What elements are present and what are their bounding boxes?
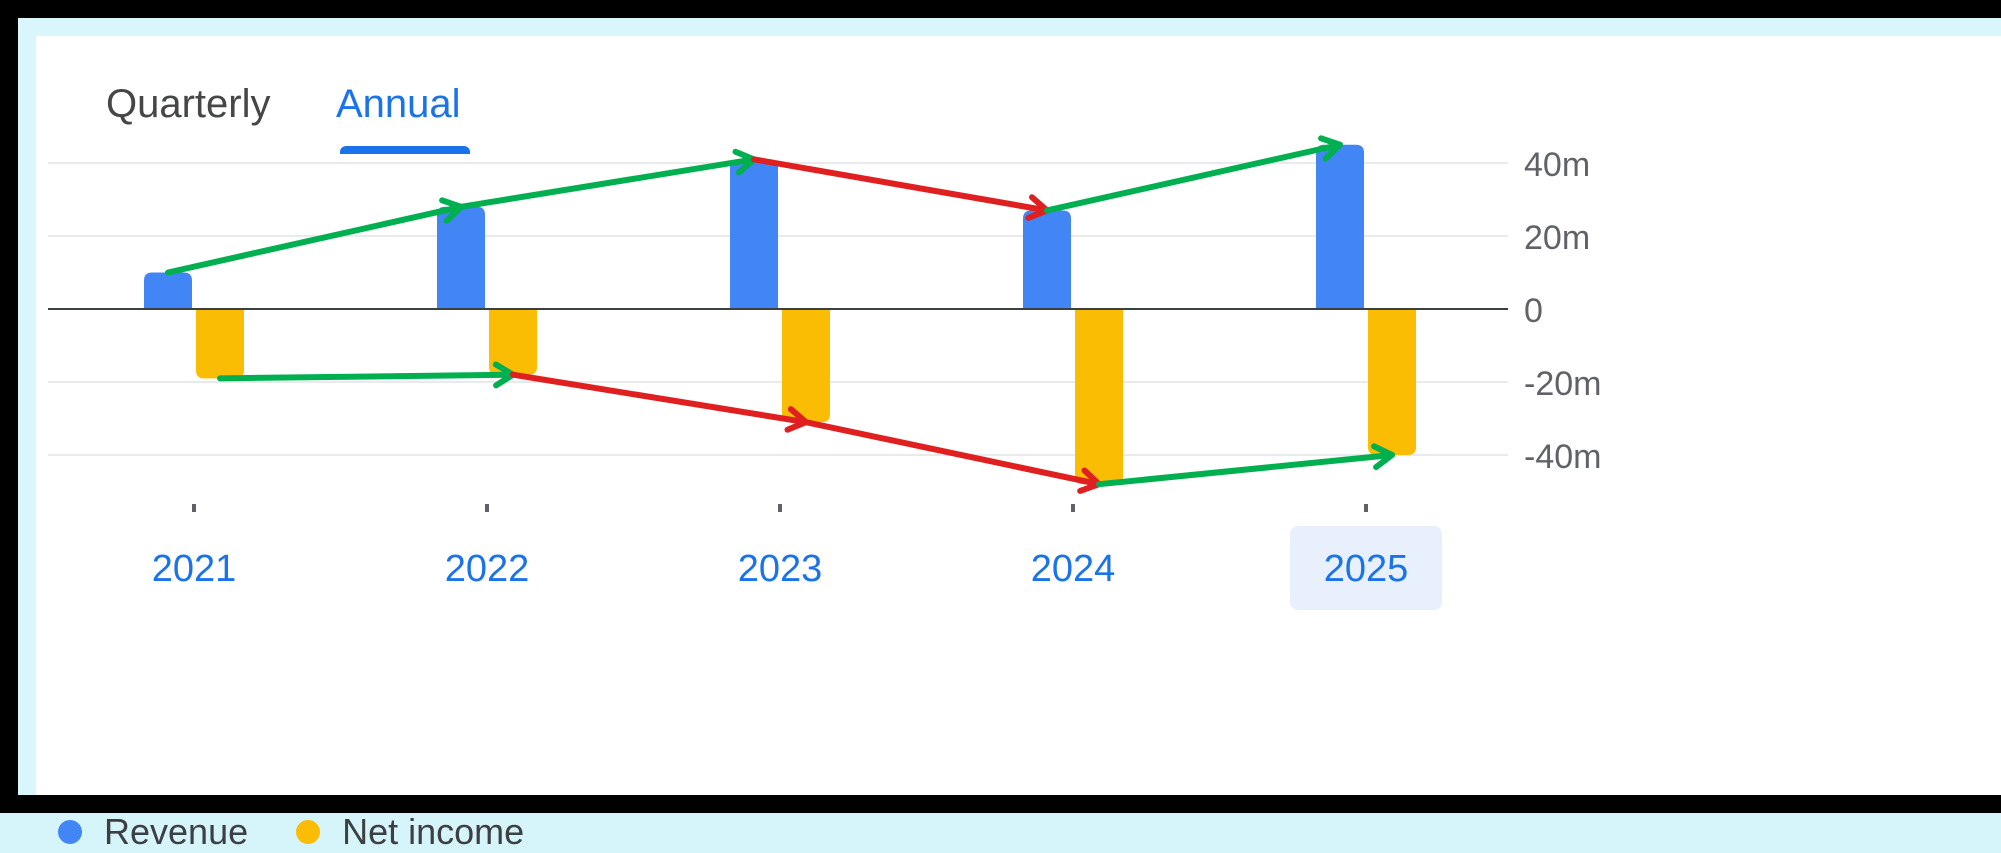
revenue-bar [1316,144,1364,309]
revenue-bar [1023,210,1071,309]
revenue-net-income-chart: 40m 20m 0 -20m -40m 2021 2022 2023 2024 2025 [48,135,1601,610]
y-tick-label: -20m [1524,365,1601,403]
net-income-bar [196,309,244,379]
legend-label-revenue: Revenue [104,811,249,852]
revenue-trend-arrow [751,156,1050,214]
net-income-bar [782,309,830,423]
revenue-trend-arrow-head [1318,135,1343,162]
legend-item-revenue: Revenue [58,811,248,853]
net-income-legend-dot [296,820,321,844]
net-income-bar [1075,309,1123,485]
revenue-trend-arrow [165,203,464,276]
net-income-trend-arrow [510,371,809,426]
net-income-bar [489,309,537,375]
x-tick-label: 2021 [152,548,237,590]
net-income-bar [1368,309,1416,455]
revenue-trend-arrow [458,156,757,210]
y-tick-label: -40m [1524,438,1601,476]
chart-legend: Revenue Net income [58,811,572,853]
revenue-legend-dot [58,820,82,844]
y-tick-label: 0 [1524,292,1543,330]
net-income-trend-arrow [803,419,1102,488]
tab-annual[interactable]: Annual [336,82,461,126]
net-income-trend-arrow-head [1370,443,1395,471]
financials-panel: Quarterly Annual 40m 20m 0 -20m -40m 2021 2022… [36,36,2001,852]
revenue-bar [730,159,778,309]
x-tick-label: 2023 [738,548,823,590]
revenue-trend-arrow [1044,141,1343,214]
tab-quarterly[interactable]: Quarterly [106,82,271,126]
legend-label-net-income: Net income [342,811,525,852]
x-tick-label: 2025 [1324,548,1409,590]
net-income-trend-arrow [217,371,516,382]
legend-item-net-income: Net income [296,811,524,853]
revenue-bar [437,206,485,309]
y-tick-label: 20m [1524,219,1590,257]
y-tick-label: 40m [1524,146,1590,184]
revenue-bar [144,272,192,309]
active-tab-indicator [340,146,470,154]
net-income-trend-arrow [1096,452,1395,488]
x-tick-label: 2022 [445,548,530,590]
x-tick-label: 2024 [1031,548,1116,590]
selected-year-highlight [1290,526,1442,610]
